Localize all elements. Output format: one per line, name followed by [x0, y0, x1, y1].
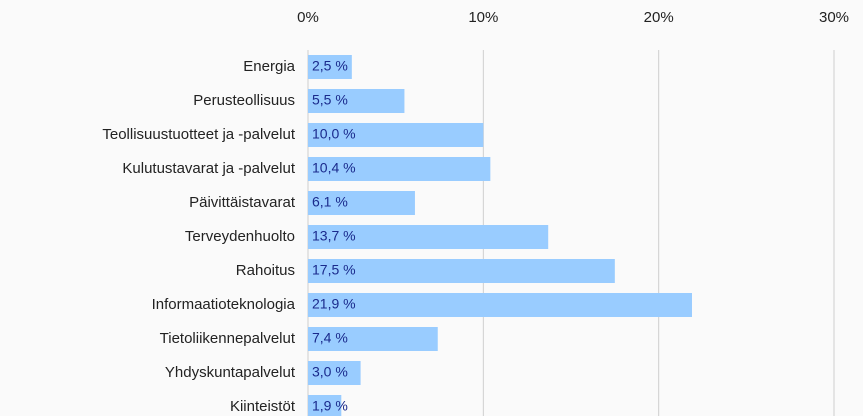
- category-label: Kiinteistöt: [230, 398, 296, 415]
- x-tick-label: 20%: [644, 9, 674, 26]
- bar: [308, 259, 615, 283]
- bar: [308, 327, 438, 351]
- category-label: Yhdyskuntapalvelut: [165, 364, 296, 381]
- x-tick-label: 10%: [468, 9, 498, 26]
- value-label: 17,5 %: [312, 262, 356, 278]
- value-label: 6,1 %: [312, 194, 348, 210]
- category-label: Tietoliikennepalvelut: [160, 330, 296, 347]
- category-label: Rahoitus: [236, 262, 295, 279]
- category-label: Teollisuustuotteet ja -palvelut: [102, 126, 295, 143]
- value-label: 7,4 %: [312, 330, 348, 346]
- value-label: 5,5 %: [312, 92, 348, 108]
- bar: [308, 395, 342, 416]
- category-label: Perusteollisuus: [193, 92, 295, 109]
- category-label: Päivittäistavarat: [189, 194, 296, 211]
- value-label: 10,4 %: [312, 160, 356, 176]
- value-label: 10,0 %: [312, 126, 356, 142]
- bar: [308, 191, 415, 215]
- bar: [308, 293, 692, 317]
- category-label: Kulutustavarat ja -palvelut: [122, 160, 295, 177]
- x-tick-label: 0%: [297, 9, 319, 26]
- bar: [308, 361, 361, 385]
- bar: [308, 157, 491, 181]
- category-label: Energia: [243, 58, 295, 75]
- value-label: 21,9 %: [312, 296, 356, 312]
- bar: [308, 225, 549, 249]
- value-label: 1,9 %: [312, 398, 348, 414]
- bar: [308, 123, 484, 147]
- x-tick-label: 30%: [819, 9, 849, 26]
- value-label: 3,0 %: [312, 364, 348, 380]
- category-label: Terveydenhuolto: [185, 228, 295, 245]
- category-label: Informaatioteknologia: [152, 296, 296, 313]
- bar: [308, 55, 352, 79]
- value-label: 2,5 %: [312, 58, 348, 74]
- bar: [308, 89, 405, 113]
- value-label: 13,7 %: [312, 228, 356, 244]
